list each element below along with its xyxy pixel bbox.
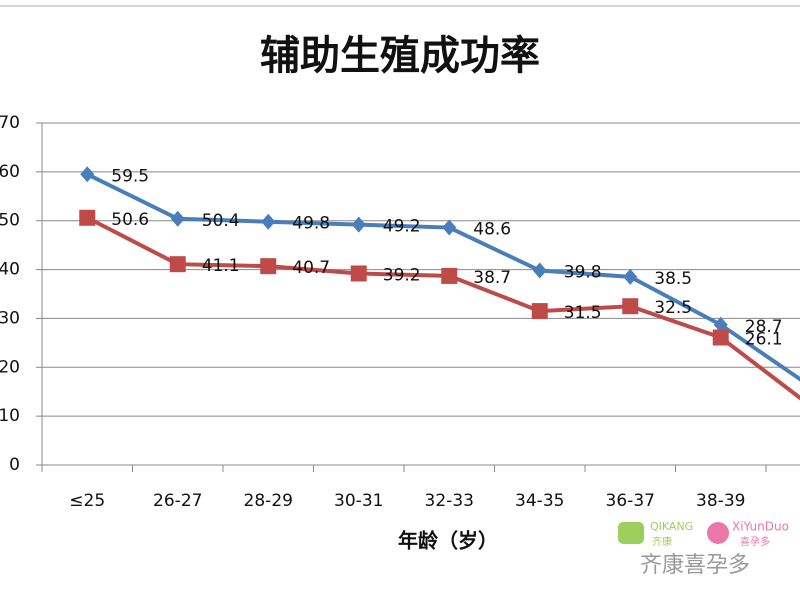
marker: [532, 262, 547, 279]
data-label: 28.7: [745, 317, 783, 337]
data-label: 50.4: [202, 211, 240, 231]
data-label: 31.5: [564, 303, 602, 323]
data-label: 48.6: [473, 220, 511, 240]
data-label: 49.2: [383, 217, 421, 237]
data-label: 40.7: [292, 258, 330, 278]
x-tick-label: 30-31: [334, 491, 383, 511]
marker: [170, 210, 185, 227]
marker: [350, 265, 367, 282]
marker: [351, 216, 366, 233]
watermark: QIKANG 齐康 XiYunDuo 喜孕多 齐康喜孕多: [618, 520, 789, 578]
marker: [441, 267, 458, 284]
data-label: 59.5: [111, 166, 149, 186]
watermark-text: 齐康喜孕多: [640, 553, 750, 578]
y-tick-label: 30: [0, 308, 20, 328]
watermark-brand: XiYunDuo: [732, 520, 789, 534]
data-label: 49.8: [292, 214, 330, 234]
marker: [712, 329, 729, 346]
x-tick-label: 28-29: [244, 491, 293, 511]
data-label: 50.6: [111, 210, 149, 230]
watermark-brand: QIKANG: [650, 520, 693, 533]
marker: [260, 258, 277, 275]
watermark-brand: 喜孕多: [740, 535, 770, 548]
marker: [713, 316, 728, 333]
data-label: 26.1: [745, 329, 783, 349]
y-tick-label: 40: [0, 260, 20, 280]
y-tick-label: 50: [0, 211, 20, 231]
x-tick-label: 38-39: [696, 491, 745, 511]
x-tick-label: 26-27: [153, 491, 202, 511]
x-axis-title: 年龄（岁）: [398, 529, 498, 553]
x-tick-label: ≤25: [69, 491, 105, 511]
watermark-brand: 齐康: [652, 535, 672, 548]
data-label: 39.2: [383, 265, 421, 285]
chart-title: 辅助生殖成功率: [260, 33, 540, 79]
data-label: 32.5: [654, 298, 692, 318]
marker: [622, 298, 639, 315]
y-tick-label: 10: [0, 406, 20, 426]
y-tick-label: 70: [0, 113, 20, 133]
marker: [442, 219, 457, 236]
logo-icon: [618, 522, 644, 544]
y-tick-label: 20: [0, 357, 20, 377]
y-tick-label: 0: [9, 455, 20, 475]
marker: [623, 268, 638, 285]
marker: [169, 256, 186, 273]
x-tick-label: 36-37: [606, 491, 655, 511]
marker: [531, 303, 548, 320]
x-tick-label: 34-35: [515, 491, 564, 511]
data-label: 38.5: [654, 269, 692, 289]
marker: [261, 213, 276, 230]
y-tick-label: 60: [0, 162, 20, 182]
marker: [79, 209, 96, 226]
data-label: 39.8: [564, 263, 602, 283]
data-label: 38.7: [473, 268, 511, 288]
marker: [80, 166, 95, 183]
x-tick-label: 32-33: [425, 491, 474, 511]
data-label: 41.1: [202, 256, 240, 276]
logo-icon: [707, 522, 729, 544]
